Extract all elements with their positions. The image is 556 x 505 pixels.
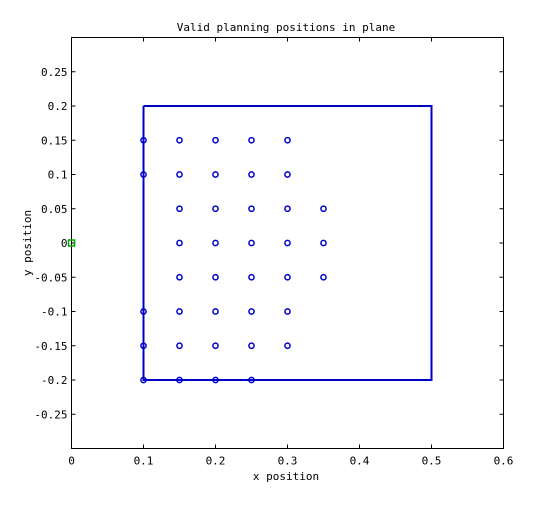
x-tick-label: 0.5: [422, 455, 442, 468]
y-tick-label: -0.05: [34, 271, 67, 284]
y-tick-label: 0.2: [48, 100, 68, 113]
data-point: [140, 376, 147, 384]
chart-title: Valid planning positions in plane: [177, 21, 396, 34]
y-axis-label: y position: [21, 210, 34, 276]
data-point: [140, 171, 147, 178]
y-tick-label: 0.25: [41, 66, 68, 79]
y-tick-label: 0.1: [48, 169, 68, 182]
data-point: [284, 136, 291, 144]
y-tick-label: -0.2: [41, 374, 68, 387]
x-tick-label: 0.4: [350, 455, 370, 468]
data-point: [248, 171, 255, 178]
x-tick-label: 0.6: [494, 455, 514, 468]
data-point: [320, 273, 327, 281]
data-point: [248, 273, 255, 281]
y-tick-label: -0.25: [34, 408, 67, 421]
y-tick-label: 0.05: [41, 203, 68, 216]
axis-ticks: 0 0.1 0.2 0.3 0.4 0.5 0.6 -0.25 -0.2 -0.15 -0.1 -0.…: [34, 37, 514, 468]
data-point: [176, 342, 183, 350]
y-tick-label: 0.15: [41, 134, 68, 147]
x-tick-label: 0: [68, 455, 75, 468]
x-axis-label: x position: [253, 470, 319, 483]
plot-area: [71, 37, 504, 449]
data-point: [212, 171, 219, 178]
data-point: [320, 205, 327, 213]
y-tick-label: -0.1: [41, 306, 68, 319]
data-point: [176, 308, 183, 315]
data-point: [248, 342, 255, 350]
x-tick-label: 0.3: [278, 455, 298, 468]
data-point: [212, 376, 219, 384]
data-point: [212, 239, 219, 247]
data-point: [284, 342, 291, 350]
data-point: [248, 376, 255, 384]
data-point: [284, 239, 291, 247]
data-point: [176, 273, 183, 281]
x-tick-label: 0.2: [206, 455, 226, 468]
data-point: [212, 342, 219, 350]
boundary-layer: [142, 105, 433, 381]
boundary-line: [142, 105, 433, 381]
data-point: [176, 376, 183, 384]
data-point: [176, 171, 183, 178]
data-point: [140, 308, 147, 315]
data-point: [248, 205, 255, 213]
x-tick-label: 0.1: [134, 455, 154, 468]
points-layer: [67, 136, 327, 384]
data-point: [248, 239, 255, 247]
data-point: [176, 136, 183, 144]
data-point: [248, 308, 255, 315]
data-point: [284, 205, 291, 213]
data-point: [212, 273, 219, 281]
data-point: [248, 136, 255, 144]
data-point: [284, 308, 291, 315]
data-point: [212, 136, 219, 144]
data-point: [320, 239, 327, 247]
y-tick-label: -0.15: [34, 340, 67, 353]
data-point: [212, 308, 219, 315]
data-point: [176, 205, 183, 213]
data-point: [140, 342, 147, 350]
data-point: [212, 205, 219, 213]
data-point: [140, 136, 147, 144]
origin-marker: [67, 239, 76, 247]
data-point: [284, 273, 291, 281]
data-point: [176, 239, 183, 247]
y-tick-label: 0: [61, 237, 68, 250]
data-point: [284, 171, 291, 178]
